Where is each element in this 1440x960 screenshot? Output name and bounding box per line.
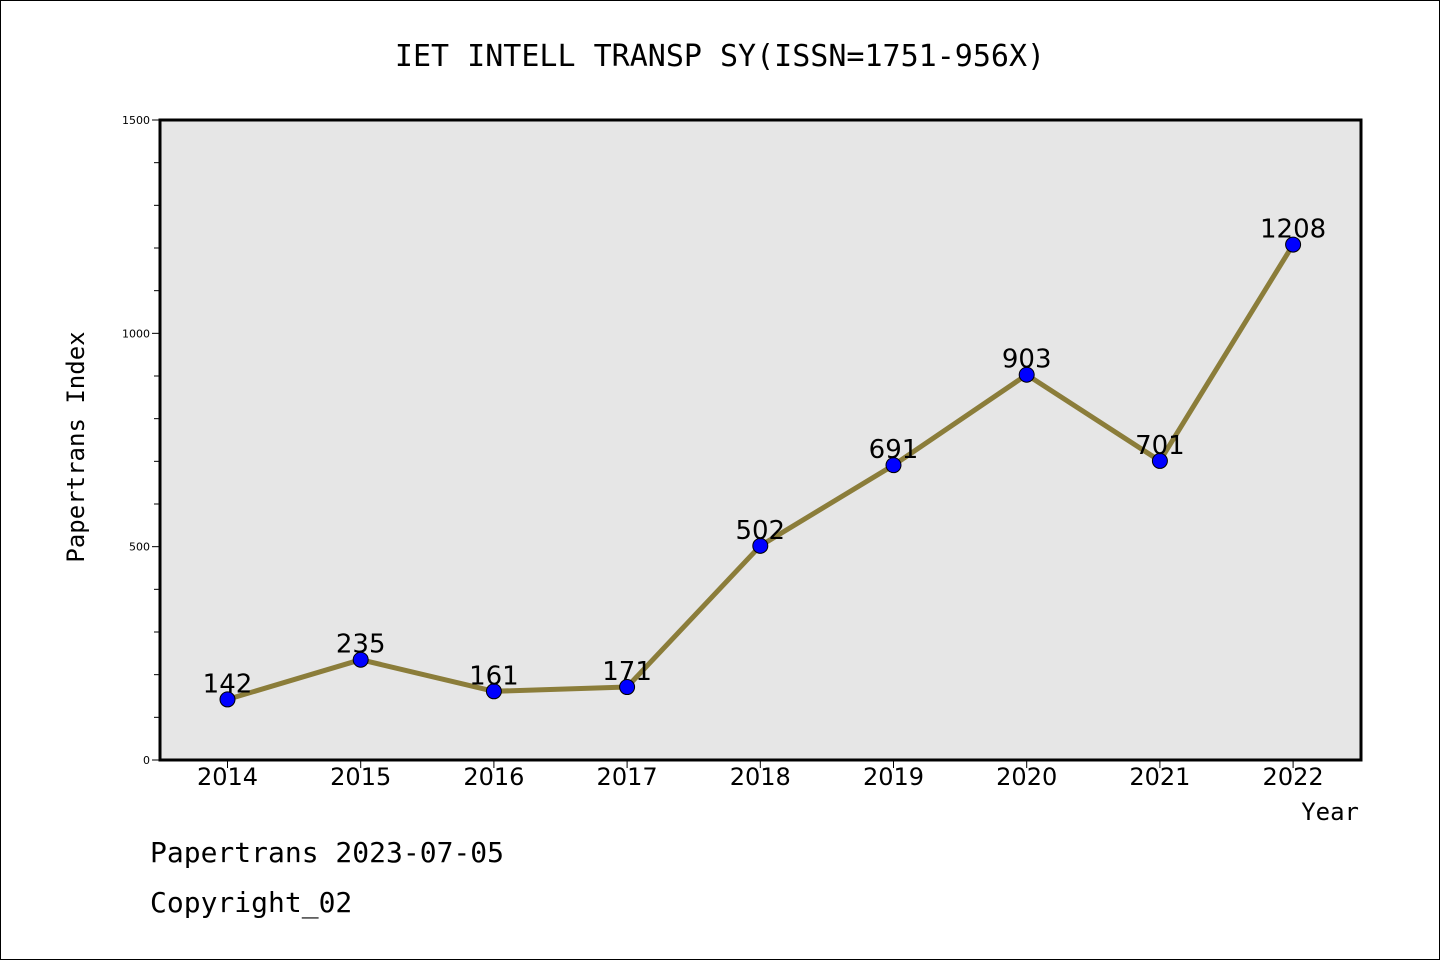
- data-point: [1151, 452, 1168, 469]
- data-point: [619, 679, 636, 696]
- x-tick-label: 2019: [863, 763, 924, 791]
- y-tick-label: 1000: [122, 327, 150, 340]
- x-tick-label: 2021: [1129, 763, 1190, 791]
- data-label: 142: [203, 669, 253, 699]
- chart-title: IET INTELL TRANSP SY(ISSN=1751-956X): [395, 39, 1045, 74]
- data-point: [752, 537, 769, 554]
- y-tick-label: 500: [129, 541, 150, 554]
- y-tick-label: 0: [143, 754, 150, 767]
- data-label: 502: [735, 516, 785, 546]
- data-label: 691: [869, 435, 919, 465]
- x-axis-label: Year: [1301, 798, 1359, 826]
- data-point: [1018, 366, 1035, 383]
- data-point: [885, 457, 902, 474]
- data-label: 171: [602, 657, 652, 687]
- series-group: 142 235 161 171 502 691 903 701 1208: [203, 215, 1326, 708]
- data-label: 161: [469, 661, 519, 691]
- x-tick-label: 2018: [730, 763, 791, 791]
- data-point: [1285, 236, 1302, 253]
- data-label: 235: [336, 630, 386, 660]
- x-tick-label: 2022: [1263, 763, 1324, 791]
- x-tick-label: 2017: [597, 763, 658, 791]
- x-axis: 2014 2015 2016 2017 2018 2019 2020 2021 2022: [197, 760, 1324, 791]
- data-point: [219, 691, 236, 708]
- y-axis: 0 500 1000 1500: [122, 114, 160, 767]
- data-label: 701: [1135, 431, 1185, 461]
- data-label: 903: [1002, 345, 1052, 375]
- y-axis-label: Papertrans Index: [62, 331, 90, 562]
- data-point: [485, 683, 502, 700]
- x-tick-label: 2015: [330, 763, 391, 791]
- x-tick-label: 2020: [996, 763, 1057, 791]
- x-tick-label: 2016: [463, 763, 524, 791]
- x-tick-label: 2014: [197, 763, 258, 791]
- footer-copyright: Copyright_02: [150, 886, 353, 919]
- data-label: 1208: [1260, 215, 1326, 245]
- data-point: [352, 651, 369, 668]
- footer-date-line: Papertrans 2023-07-05: [150, 836, 505, 869]
- y-tick-label: 1500: [122, 114, 150, 127]
